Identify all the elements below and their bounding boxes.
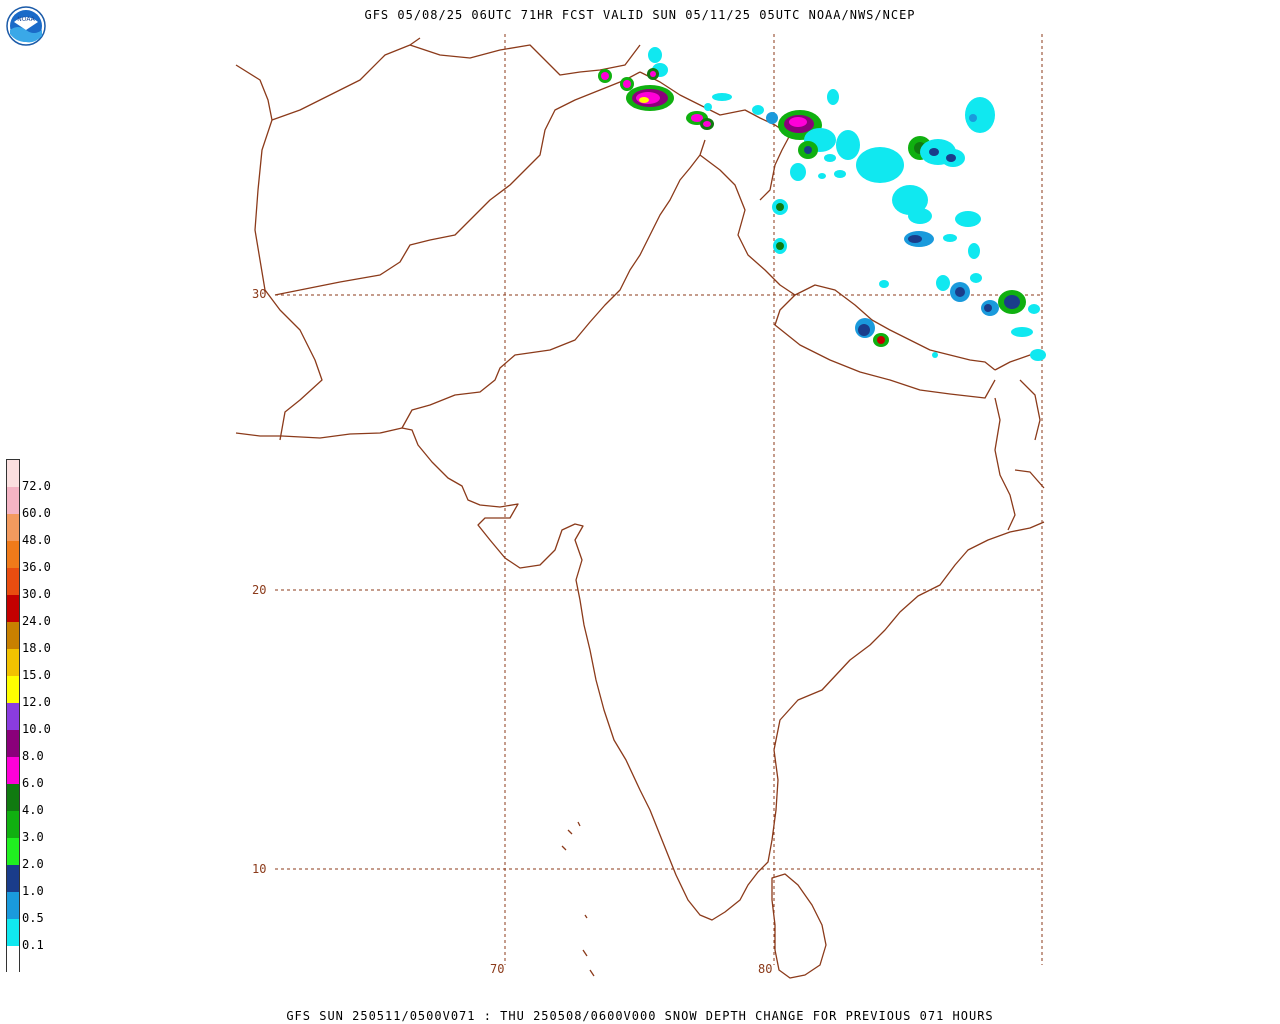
border-myanmar [1019,379,1041,441]
legend-color-swatch [7,622,19,649]
legend-color-swatch [7,595,19,622]
legend-value-label: 24.0 [22,614,51,628]
legend-color-swatch [7,703,19,730]
noaa-logo-text: NOAA [17,16,35,23]
legend-value-label: 0.1 [22,938,44,952]
legend-color-swatch [7,514,19,541]
legend-color-swatch [7,946,19,973]
legend-color-swatch [7,784,19,811]
lat-label-10: 10 [252,862,267,876]
islands-lakshadweep [561,821,595,977]
map-canvas [235,34,1046,979]
border-iran-afghanistan [235,64,323,441]
lat-label-20: 20 [252,583,267,597]
legend-value-label: 0.5 [22,911,44,925]
legend-color-swatch [7,541,19,568]
legend-value-label: 1.0 [22,884,44,898]
legend-color-swatch [7,649,19,676]
color-scale-legend [6,459,20,973]
legend-value-label: 18.0 [22,641,51,655]
legend-value-label: 60.0 [22,506,51,520]
lat-label-30: 30 [252,287,267,301]
lon-label-80: 80 [758,962,773,976]
legend-color-swatch [7,865,19,892]
border-nepal [774,284,996,399]
lon-label-70: 70 [490,962,505,976]
legend-color-swatch [7,838,19,865]
legend-value-label: 48.0 [22,533,51,547]
legend-color-swatch [7,919,19,946]
noaa-logo-icon: NOAA [6,6,46,46]
border-afghanistan-north [271,37,641,121]
legend-value-label: 30.0 [22,587,51,601]
legend-color-swatch [7,757,19,784]
legend-value-label: 12.0 [22,695,51,709]
legend-value-label: 10.0 [22,722,51,736]
legend-value-label: 72.0 [22,479,51,493]
legend-value-label: 3.0 [22,830,44,844]
coastlines-borders [235,37,1045,979]
legend-color-swatch [7,730,19,757]
legend-color-swatch [7,460,19,487]
legend-color-swatch [7,676,19,703]
border-bangladesh [994,351,1045,531]
snow-depth-field [598,47,1046,361]
coastline-india [235,427,1045,921]
legend-color-swatch [7,892,19,919]
legend-value-label: 8.0 [22,749,44,763]
product-description: GFS SUN 250511/0500V071 : THU 250508/060… [286,1009,994,1023]
map-title: GFS 05/08/25 06UTC 71HR FCST VALID SUN 0… [364,8,916,22]
border-india-north [699,154,796,296]
lat-lon-grid [275,34,1043,965]
legend-color-swatch [7,568,19,595]
border-kashmir-china [639,71,791,201]
legend-value-label: 6.0 [22,776,44,790]
border-pakistan-india [401,139,706,429]
legend-value-label: 36.0 [22,560,51,574]
legend-value-label: 4.0 [22,803,44,817]
legend-value-label: 15.0 [22,668,51,682]
legend-value-label: 2.0 [22,857,44,871]
legend-color-swatch [7,811,19,838]
border-afghanistan-pakistan [274,71,641,296]
legend-color-swatch [7,487,19,514]
coastline-sri-lanka [771,873,827,979]
